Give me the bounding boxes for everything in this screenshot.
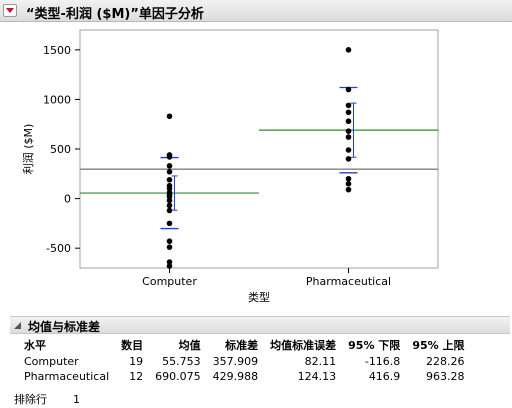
data-point: [345, 180, 352, 187]
data-point: [166, 259, 173, 265]
y-tick-label: 500: [50, 143, 71, 156]
plot-marks: [80, 47, 438, 269]
data-point: [166, 202, 173, 209]
cell-lower-95: 416.9: [368, 370, 401, 383]
data-point: [345, 147, 352, 153]
cell-std-err: 82.11: [304, 355, 337, 368]
data-point: [166, 176, 173, 183]
data-point: [166, 263, 173, 269]
y-axis-label: 利润 ($M): [21, 124, 35, 175]
data-point: [166, 154, 173, 160]
excluded-rows-value: 1: [73, 393, 80, 406]
cell-std-err: 124.13: [297, 370, 337, 383]
data-point: [345, 134, 352, 140]
data-point: [345, 186, 352, 193]
cell-level: Computer: [24, 355, 79, 368]
cell-std-dev: 357.909: [212, 355, 259, 368]
y-tick-label: 0: [64, 193, 71, 206]
red-triangle-menu-icon[interactable]: [3, 4, 17, 17]
report-title-bar: “类型-利润 ($M)”单因子分析: [0, 0, 512, 22]
data-point: [166, 238, 173, 245]
table-row: Computer 19 55.753 357.909 82.11 -116.8 …: [24, 354, 464, 369]
x-axis-label: 类型: [248, 290, 270, 304]
cell-count: 19: [129, 355, 144, 368]
plot-frame: [79, 29, 439, 269]
excluded-rows-label: 排除行: [14, 393, 47, 406]
data-point: [166, 193, 173, 200]
data-point: [166, 197, 173, 204]
y-tick-label: -500: [46, 242, 71, 255]
cell-count: 12: [129, 370, 144, 383]
data-point: [166, 169, 173, 175]
data-point: [166, 244, 173, 250]
section-title: 均值与标准差: [28, 320, 101, 334]
means-std-table: 水平 数目 均值 标准差 均值标准误差 95% 下限 95% 上限 Comput…: [24, 336, 464, 384]
x-tick-label: Computer: [142, 275, 197, 288]
data-point: [166, 220, 173, 227]
y-axis: -500 0 500 1000 1500: [43, 44, 80, 255]
cell-level: Pharmaceutical: [24, 370, 110, 383]
excluded-rows: 排除行 1: [14, 391, 80, 407]
data-point: [166, 185, 173, 192]
data-point: [166, 113, 173, 120]
y-tick-label: 1500: [43, 44, 71, 57]
table-header-row: 水平 数目 均值 标准差 均值标准误差 95% 下限 95% 上限: [24, 336, 464, 354]
x-tick-label: Pharmaceutical: [306, 275, 391, 288]
col-header-upper-95: 95% 上限: [412, 339, 465, 352]
report-title: “类型-利润 ($M)”单因子分析: [26, 7, 204, 22]
means-std-section-header[interactable]: 均值与标准差: [10, 316, 510, 334]
data-point: [166, 207, 173, 214]
cell-mean: 55.753: [162, 355, 201, 368]
table-row: Pharmaceutical 12 690.075 429.988 124.13…: [24, 369, 464, 384]
data-point: [345, 156, 352, 162]
col-header-std-err: 均值标准误差: [270, 339, 337, 352]
data-point: [345, 109, 352, 116]
data-point: [345, 118, 352, 125]
x-axis: Computer Pharmaceutical: [142, 268, 391, 288]
cell-upper-95: 228.26: [425, 355, 465, 368]
data-point: [345, 47, 352, 53]
col-header-mean: 均值: [178, 339, 201, 352]
col-header-lower-95: 95% 下限: [348, 339, 401, 352]
disclosure-icon[interactable]: [14, 322, 21, 329]
data-point: [166, 163, 173, 169]
data-point: [345, 175, 352, 182]
col-header-std-dev: 标准差: [225, 339, 259, 352]
cell-upper-95: 963.28: [425, 370, 465, 383]
y-tick-label: 1000: [43, 93, 71, 106]
data-point: [345, 128, 352, 134]
data-point: [345, 86, 352, 93]
col-header-count: 数目: [121, 339, 144, 352]
col-header-level: 水平: [24, 339, 46, 352]
data-point: [345, 102, 352, 109]
cell-mean: 690.075: [155, 370, 201, 383]
cell-lower-95: -116.8: [364, 355, 401, 368]
cell-std-dev: 429.988: [212, 370, 259, 383]
